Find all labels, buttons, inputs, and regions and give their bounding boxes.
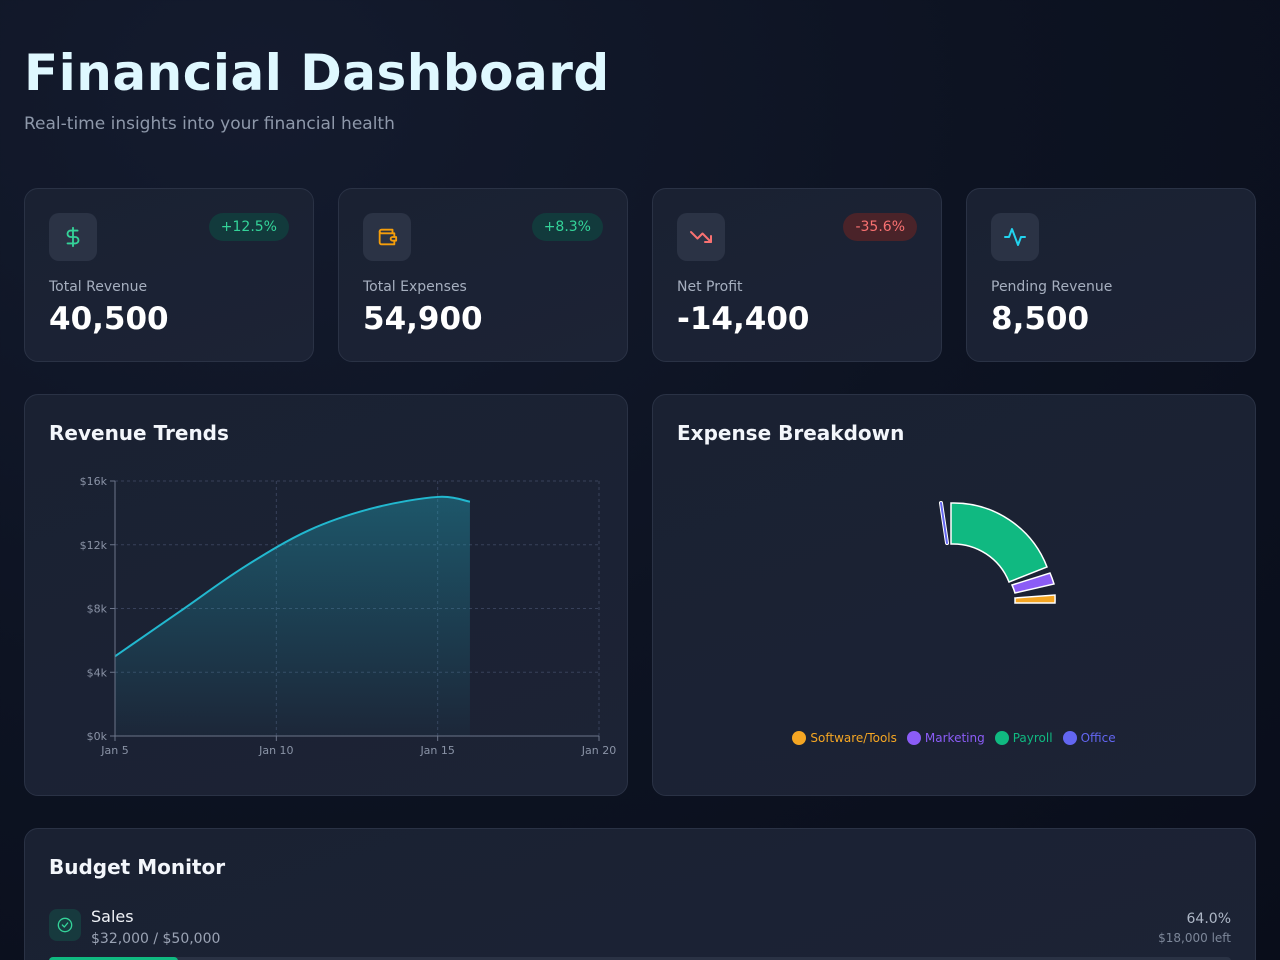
trending-down-icon bbox=[677, 213, 725, 261]
pie-slice-payroll bbox=[950, 502, 1048, 583]
budget-progress-fill bbox=[49, 957, 178, 960]
check-circle-icon bbox=[49, 909, 81, 941]
stat-card-net-profit: -35.6% Net Profit -14,400 bbox=[652, 188, 942, 362]
stat-card-total-revenue: +12.5% Total Revenue 40,500 bbox=[24, 188, 314, 362]
x-tick-label: Jan 10 bbox=[258, 744, 293, 757]
revenue-area bbox=[115, 496, 470, 736]
legend-item-software-tools: Software/Tools bbox=[792, 731, 897, 745]
pie-slice-office-inner bbox=[940, 502, 948, 544]
stat-value: 54,900 bbox=[363, 301, 483, 337]
budget-row-sales: Sales $32,000 / $50,000 64.0% $18,000 le… bbox=[49, 907, 1231, 960]
dollar-icon bbox=[49, 213, 97, 261]
stat-label: Pending Revenue bbox=[991, 279, 1113, 295]
legend-label: Software/Tools bbox=[810, 731, 897, 745]
legend-dot bbox=[792, 731, 807, 745]
stat-value: 8,500 bbox=[991, 301, 1090, 337]
revenue-line bbox=[114, 495, 471, 658]
x-tick-label: Jan 15 bbox=[419, 744, 454, 757]
wallet-icon bbox=[363, 213, 411, 261]
legend-dot bbox=[1062, 731, 1077, 745]
legend-label: Payroll bbox=[1012, 731, 1053, 745]
change-badge: +8.3% bbox=[531, 213, 603, 241]
stat-label: Net Profit bbox=[677, 279, 743, 295]
legend-dot bbox=[906, 731, 921, 745]
y-tick-label: $4k bbox=[87, 666, 108, 679]
x-tick-label: Jan 5 bbox=[100, 744, 128, 757]
legend-dot bbox=[994, 731, 1009, 745]
stat-card-total-expenses: +8.3% Total Expenses 54,900 bbox=[338, 188, 628, 362]
expense-breakdown-panel: Expense Breakdown Software/Tools Marketi… bbox=[652, 394, 1256, 796]
panel-title: Expense Breakdown bbox=[677, 421, 905, 445]
panel-title: Revenue Trends bbox=[49, 421, 229, 445]
x-tick-label: Jan 20 bbox=[581, 744, 616, 757]
budget-monitor-panel: Budget Monitor Sales $32,000 / $50,000 6… bbox=[24, 828, 1256, 960]
change-badge: +12.5% bbox=[208, 213, 289, 241]
expense-chart bbox=[939, 501, 1056, 604]
revenue-trends-panel: Revenue Trends $0k $4k $8k $12k $16k Jan 5 Jan… bbox=[24, 394, 628, 796]
legend-label: Office bbox=[1080, 731, 1116, 745]
page-header: Financial Dashboard Real-time insights i… bbox=[24, 44, 610, 134]
y-tick-label: $0k bbox=[87, 730, 108, 743]
budget-amount: $32,000 / $50,000 bbox=[91, 931, 221, 947]
change-badge: -35.6% bbox=[843, 213, 917, 241]
revenue-chart: $0k $4k $8k $12k $16k Jan 5 Jan 10 Jan 15 Jan 20 bbox=[80, 475, 617, 757]
pie-slice-marketing bbox=[1010, 572, 1055, 594]
legend-item-office: Office bbox=[1062, 731, 1116, 745]
page-subtitle: Real-time insights into your financial h… bbox=[24, 114, 395, 134]
stat-label: Total Expenses bbox=[363, 279, 467, 295]
legend-item-payroll: Payroll bbox=[994, 731, 1053, 745]
budget-remaining: $18,000 left bbox=[1158, 931, 1231, 945]
legend-item-marketing: Marketing bbox=[906, 731, 985, 745]
budget-progress-bar bbox=[49, 957, 1231, 960]
page-title: Financial Dashboard bbox=[24, 44, 610, 102]
budget-name: Sales bbox=[91, 907, 134, 926]
panel-title: Budget Monitor bbox=[49, 855, 226, 879]
stat-value: 40,500 bbox=[49, 301, 169, 337]
activity-icon bbox=[991, 213, 1039, 261]
stat-value: -14,400 bbox=[677, 301, 810, 337]
legend-label: Marketing bbox=[924, 731, 985, 745]
y-tick-label: $16k bbox=[80, 475, 108, 488]
stat-label: Total Revenue bbox=[49, 279, 148, 295]
y-tick-label: $8k bbox=[87, 603, 108, 616]
pie-slice-software-tools bbox=[1014, 594, 1056, 604]
expense-legend: Software/Tools Marketing Payroll Office bbox=[653, 731, 1255, 745]
budget-percent: 64.0% bbox=[1186, 911, 1231, 927]
y-tick-label: $12k bbox=[80, 539, 108, 552]
stat-card-pending-revenue: Pending Revenue 8,500 bbox=[966, 188, 1256, 362]
